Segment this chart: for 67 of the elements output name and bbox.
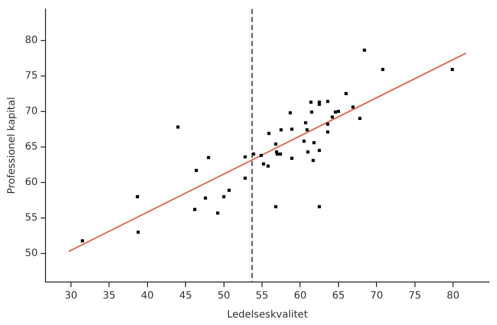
y-tick-label: 80 — [24, 34, 38, 46]
point — [326, 100, 330, 103]
point — [306, 128, 309, 132]
point — [306, 150, 310, 154]
point — [216, 211, 220, 215]
point — [304, 121, 308, 124]
point — [290, 128, 294, 131]
x-tick-label: 60 — [294, 290, 307, 302]
point — [326, 130, 330, 134]
x-tick-label: 75 — [408, 290, 422, 302]
point — [326, 122, 330, 126]
point — [290, 156, 294, 160]
point — [176, 125, 180, 129]
point — [362, 48, 366, 52]
point — [228, 188, 231, 192]
point — [267, 132, 270, 135]
point — [136, 195, 139, 198]
point — [193, 208, 196, 212]
y-tick-label: 75 — [24, 70, 38, 82]
x-tick-label: 70 — [370, 290, 384, 302]
point — [344, 92, 348, 96]
point — [274, 205, 278, 208]
point — [266, 164, 270, 168]
point — [274, 142, 278, 146]
point — [194, 168, 198, 172]
point — [260, 154, 263, 158]
point — [334, 110, 337, 114]
point — [136, 230, 140, 234]
y-tick-label: 65 — [24, 142, 38, 153]
point — [278, 152, 282, 156]
x-tick-label: 40 — [141, 290, 154, 302]
x-axis-title: Ledelseskvalitet — [226, 310, 308, 321]
point — [244, 176, 247, 180]
y-axis-title: Professionel kapital — [6, 97, 18, 194]
point — [302, 140, 306, 143]
point — [381, 68, 384, 71]
x-tick-label: 80 — [446, 290, 460, 302]
point — [222, 195, 226, 198]
point — [312, 141, 316, 144]
point — [309, 100, 312, 104]
x-tick-label: 65 — [332, 290, 345, 302]
point — [310, 110, 314, 114]
x-tick-label: 50 — [217, 290, 230, 302]
point — [318, 205, 321, 208]
point — [244, 155, 247, 158]
y-tick-label: 70 — [24, 106, 38, 117]
point — [450, 68, 454, 71]
point — [206, 156, 210, 160]
point — [80, 239, 84, 242]
point — [262, 162, 266, 166]
x-tick-label: 35 — [102, 290, 116, 302]
x-tick-label: 45 — [179, 290, 192, 302]
x-tick-label: 55 — [256, 290, 268, 302]
point — [288, 111, 292, 114]
point — [318, 148, 321, 152]
point — [204, 196, 208, 200]
point — [336, 110, 340, 113]
y-tick-label: 50 — [24, 248, 38, 260]
point — [276, 152, 279, 156]
point — [358, 116, 362, 120]
point — [280, 128, 283, 132]
point — [330, 116, 334, 119]
x-tick-label: 30 — [64, 290, 78, 302]
y-tick-label: 55 — [24, 212, 38, 224]
y-tick-label: 60 — [24, 177, 38, 188]
point — [312, 158, 315, 162]
point — [351, 106, 355, 109]
